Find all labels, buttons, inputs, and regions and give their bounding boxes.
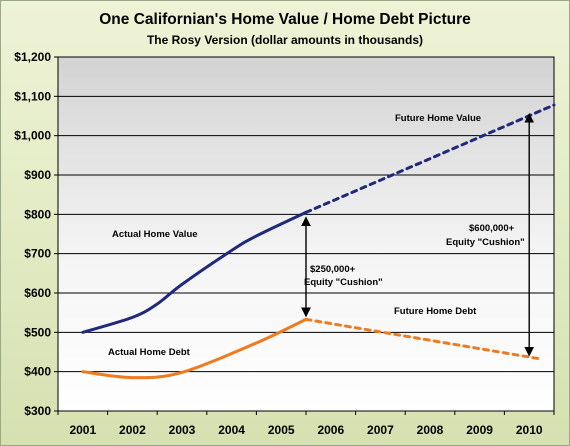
annotation-equity-2005-label: Equity "Cushion"	[304, 277, 383, 288]
annotation-equity-2010-amount: $600,000+	[469, 223, 515, 234]
x-tick-label: 2008	[417, 423, 444, 437]
y-tick-label: $700	[24, 247, 51, 261]
annotation-actual-home-debt: Actual Home Debt	[108, 347, 191, 358]
x-tick-label: 2009	[466, 423, 493, 437]
y-tick-label: $1,200	[14, 50, 51, 64]
x-axis: 2001 2002 2003 2004 2005 2006 2007 2008 2009 2010	[57, 411, 555, 437]
y-tick-label: $1,100	[14, 89, 51, 103]
x-tick-label: 2002	[119, 423, 146, 437]
annotations: Actual Home Value Future Home Value Actu…	[108, 113, 525, 358]
x-tick-label: 2005	[268, 423, 295, 437]
equity-arrows	[301, 112, 535, 357]
x-tick-label: 2001	[69, 423, 96, 437]
y-tick-label: $500	[24, 325, 51, 339]
annotation-equity-2010-label: Equity "Cushion"	[446, 237, 525, 248]
gridlines	[58, 95, 554, 373]
y-axis: $300 $400 $500 $600 $700 $800 $900 $1,000 $1,100…	[14, 50, 58, 418]
y-tick-label: $900	[24, 168, 51, 182]
x-tick-label: 2003	[169, 423, 196, 437]
series-lines	[81, 103, 556, 380]
series-line-actual-home-debt	[81, 317, 308, 380]
annotation-actual-home-value: Actual Home Value	[112, 229, 198, 240]
series-line-future-home-debt	[304, 317, 541, 361]
annotation-future-home-debt: Future Home Debt	[394, 306, 477, 317]
series-line-actual-home-value	[81, 210, 308, 334]
y-tick-label: $300	[24, 404, 51, 418]
y-tick-label: $600	[24, 286, 51, 300]
y-tick-label: $800	[24, 207, 51, 221]
x-tick-label: 2006	[317, 423, 344, 437]
annotation-future-home-value: Future Home Value	[395, 113, 481, 124]
chart-title: One Californian's Home Value / Home Debt…	[99, 11, 471, 28]
y-tick-label: $1,000	[14, 129, 51, 143]
chart-subtitle: The Rosy Version (dollar amounts in thou…	[146, 33, 424, 47]
annotation-equity-2005-amount: $250,000+	[310, 264, 356, 275]
y-tick-label: $400	[24, 365, 51, 379]
x-tick-label: 2007	[367, 423, 394, 437]
x-tick-label: 2004	[218, 423, 245, 437]
x-tick-label: 2010	[516, 423, 543, 437]
series-line-future-home-value	[304, 103, 556, 214]
